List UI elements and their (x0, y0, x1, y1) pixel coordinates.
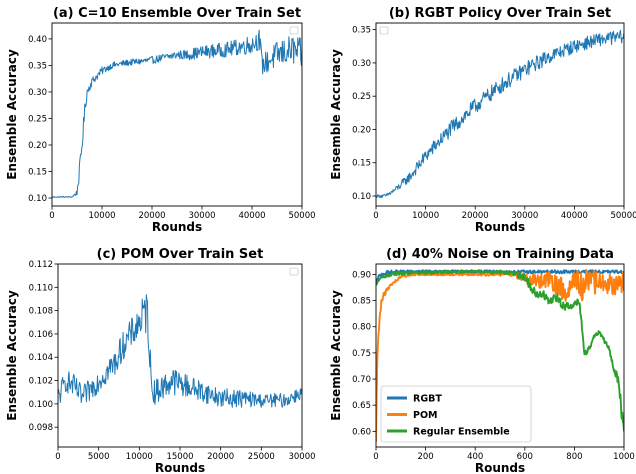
empty-legend-box (379, 26, 389, 35)
y-tick-label: 0.30 (28, 88, 47, 98)
x-tick-label: 25000 (248, 452, 275, 462)
y-tick-label: 0.25 (352, 92, 371, 102)
empty-legend-box (289, 267, 299, 276)
series-line-2 (376, 29, 624, 199)
y-tick-label: 0.110 (29, 283, 53, 293)
x-tick-label: 40000 (238, 211, 265, 221)
y-tick-label: 0.75 (352, 349, 371, 359)
x-tick-label: 400 (467, 452, 483, 462)
x-tick-label: 0 (55, 452, 60, 462)
x-tick-label: 1000 (613, 452, 635, 462)
x-tick-label: 5000 (88, 452, 110, 462)
y-tick-label: 0.106 (29, 330, 53, 340)
x-tick-label: 10000 (88, 211, 115, 221)
y-tick-label: 0.20 (352, 125, 371, 135)
y-tick-label: 0.10 (352, 192, 371, 202)
x-tick-label: 50000 (610, 211, 636, 221)
x-tick-label: 200 (417, 452, 433, 462)
y-axis-label: Ensemble Accuracy (329, 290, 343, 421)
y-tick-label: 0.112 (29, 260, 53, 270)
x-tick-label: 30000 (511, 211, 538, 221)
y-tick-label: 0.60 (352, 427, 371, 437)
x-axis-label: Rounds (475, 461, 525, 474)
x-tick-label: 800 (566, 452, 582, 462)
x-tick-label: 600 (517, 452, 533, 462)
y-tick-label: 0.104 (29, 353, 53, 363)
y-tick-label: 0.30 (352, 59, 371, 69)
y-tick-label: 0.40 (28, 35, 47, 45)
x-tick-label: 0 (373, 211, 378, 221)
chart-title: (c) POM Over Train Set (97, 247, 264, 262)
y-tick-label: 0.15 (352, 159, 371, 169)
series-line-1 (52, 29, 302, 198)
x-tick-label: 40000 (561, 211, 588, 221)
plot-frame (51, 22, 303, 207)
chart-panel-3: 0 5000 10000 15000 20000 25000 30000 0.098 0.100… (5, 247, 316, 474)
legend-box (380, 385, 532, 443)
x-tick-label: 10000 (412, 211, 439, 221)
plot-frame (375, 263, 625, 448)
chart-title: (d) 40% Noise on Training Data (386, 247, 614, 262)
y-axis-label: Ensemble Accuracy (329, 49, 343, 180)
y-tick-label: 0.80 (352, 323, 371, 333)
chart-title: (a) C=10 Ensemble Over Train Set (53, 6, 301, 21)
y-tick-label: 0.90 (352, 270, 371, 280)
y-tick-label: 0.10 (28, 194, 47, 204)
y-tick-label: 0.108 (29, 307, 53, 317)
y-tick-label: 0.70 (352, 375, 371, 385)
x-tick-label: 30000 (288, 452, 315, 462)
y-axis-label: Ensemble Accuracy (5, 290, 19, 421)
y-tick-label: 0.65 (352, 401, 371, 411)
legend-label: Regular Ensemble (413, 427, 510, 438)
y-tick-label: 0.20 (28, 141, 47, 151)
plot-frame (375, 22, 625, 207)
x-tick-label: 20000 (207, 452, 234, 462)
y-tick-label: 0.85 (352, 297, 371, 307)
x-tick-label: 20000 (138, 211, 165, 221)
y-axis-label: Ensemble Accuracy (5, 49, 19, 180)
chart-panel-2: 0 10000 20000 30000 40000 50000 0.10 0.15 0.20 0.… (329, 6, 636, 234)
chart-title: (b) RGBT Policy Over Train Set (389, 6, 611, 21)
y-tick-label: 0.098 (29, 423, 53, 433)
y-tick-label: 0.15 (28, 168, 47, 178)
x-tick-label: 10000 (126, 452, 153, 462)
x-axis-label: Rounds (155, 461, 205, 474)
y-tick-label: 0.35 (352, 26, 371, 36)
series-line-regular-ensemble (376, 268, 624, 432)
x-tick-label: 50000 (288, 211, 315, 221)
x-tick-label: 30000 (188, 211, 215, 221)
x-tick-label: 15000 (166, 452, 193, 462)
x-tick-label: 0 (373, 452, 378, 462)
legend-label: RGBT (413, 394, 442, 405)
y-tick-label: 0.25 (28, 114, 47, 124)
x-axis-label: Rounds (475, 220, 525, 234)
y-tick-label: 0.102 (29, 377, 53, 387)
y-tick-label: 0.35 (28, 61, 47, 71)
legend: RGBT POM Regular Ensemble (380, 385, 532, 443)
series-line-3 (58, 294, 302, 408)
x-axis-label: Rounds (152, 220, 202, 234)
x-tick-label: 0 (49, 211, 54, 221)
x-tick-label: 20000 (462, 211, 489, 221)
y-tick-label: 0.100 (29, 400, 53, 410)
chart-panel-4: 0 200 400 600 800 1000 0.60 0.65 0.70 0.75 0.80 0.8… (329, 247, 635, 474)
legend-label: POM (413, 410, 438, 421)
empty-legend-box (289, 26, 299, 35)
chart-panel-1: 0 10000 20000 30000 40000 50000 0.10 0.15 0.20 0.… (5, 6, 316, 234)
